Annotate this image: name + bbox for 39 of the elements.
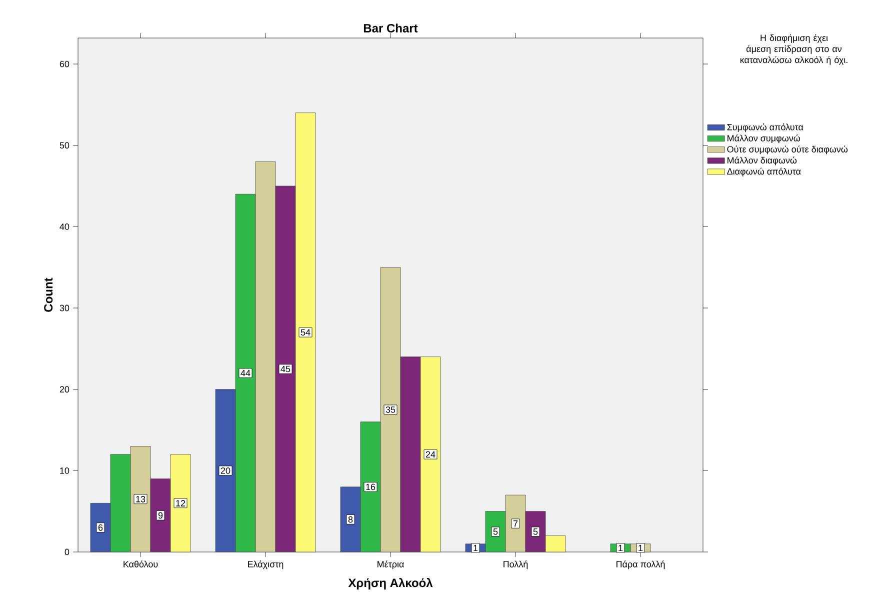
legend-label: Ούτε συμφωνώ ούτε διαφωνώ (727, 146, 848, 154)
data-label: 54 (300, 329, 310, 336)
data-label: 5 (493, 528, 498, 535)
legend-title: Η διαφήμιση έχει άμεση επίδραση στο αν καταναλώσω αλκοόλ ή όχι. (740, 34, 848, 65)
data-label: 7 (513, 520, 518, 527)
legend-label: Συμφωνώ απόλυτα (727, 123, 804, 132)
data-label: 1 (474, 544, 478, 552)
y-axis-title: Count (44, 278, 53, 312)
y-tick-label: 0 (64, 548, 70, 556)
y-tick-label: 40 (60, 223, 70, 230)
data-label: 1 (618, 544, 623, 552)
data-label: 16 (366, 484, 376, 490)
data-label: 1 (638, 544, 643, 552)
x-tick-label: Ελάχιστη (248, 560, 284, 570)
x-tick-label: Πάρα πολλή (616, 560, 665, 570)
y-tick-label: 50 (60, 142, 70, 149)
data-label: 8 (348, 516, 353, 523)
legend-label: Διαφωνώ απόλυτα (727, 168, 801, 176)
x-tick-label: Μέτρια (378, 560, 404, 570)
data-label: 13 (136, 496, 146, 502)
legend-label: Μάλλον διαφωνώ (728, 156, 797, 166)
data-label: 24 (426, 451, 436, 458)
x-tick-label: Καθόλου (124, 560, 158, 568)
data-label: 5 (533, 528, 538, 535)
data-label: 20 (220, 467, 230, 474)
data-label: 12 (176, 500, 186, 506)
x-tick-label: Πολλή (504, 560, 528, 570)
data-label: 6 (98, 524, 103, 531)
data-label: 45 (280, 366, 290, 372)
y-tick-label: 10 (60, 467, 70, 474)
data-label: 44 (240, 370, 250, 376)
data-label: 9 (158, 512, 163, 519)
data-label: 35 (386, 406, 396, 413)
y-tick-label: 60 (60, 60, 70, 68)
chart-title: Bar Chart (364, 24, 418, 32)
x-axis-title: Χρήση Αλκοόλ (348, 578, 433, 590)
y-tick-label: 30 (60, 304, 70, 312)
legend-label: Μάλλον συμφωνώ (728, 134, 800, 144)
y-tick-label: 20 (60, 386, 70, 393)
